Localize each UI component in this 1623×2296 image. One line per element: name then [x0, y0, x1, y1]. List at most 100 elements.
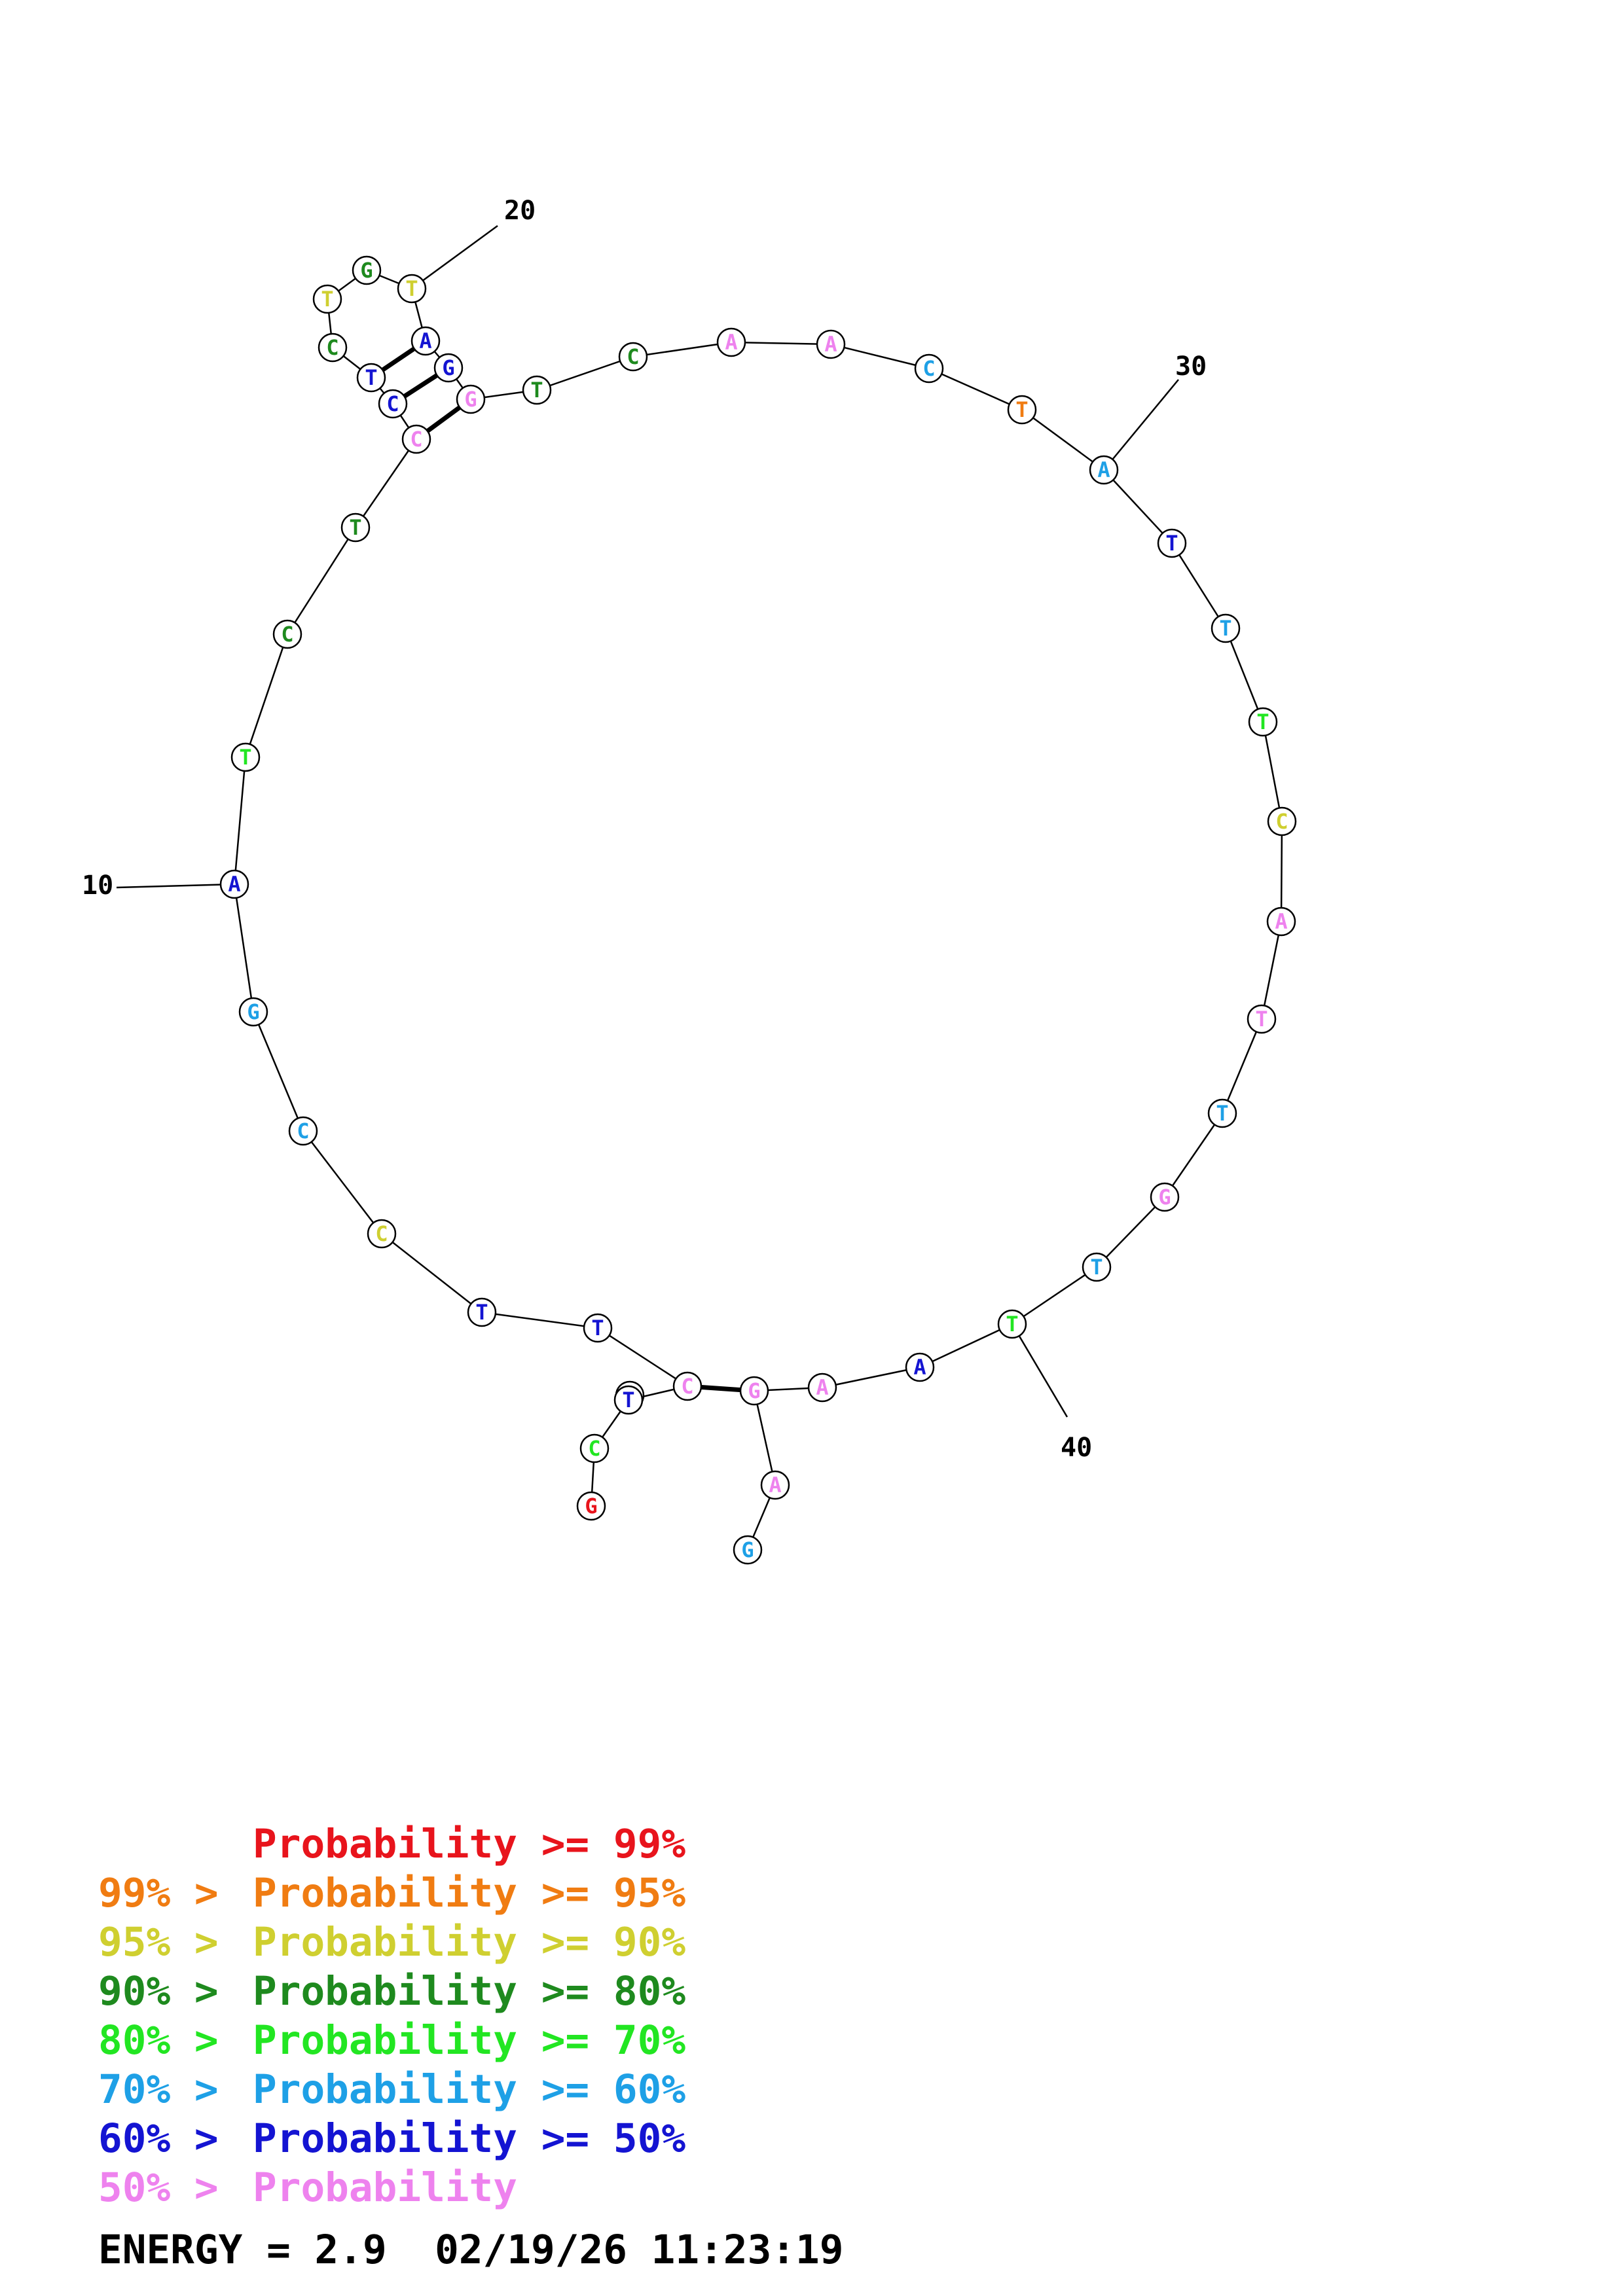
backbone-segment — [1096, 1196, 1165, 1268]
base-node: T — [1248, 707, 1278, 737]
base-circle — [230, 742, 261, 772]
base-node: C — [367, 1219, 397, 1249]
base-letter: A — [1097, 457, 1110, 482]
base-node: C — [318, 332, 348, 363]
base-letter: C — [326, 335, 338, 360]
base-circle — [716, 327, 746, 357]
base-node: A — [807, 1372, 837, 1403]
base-node: C — [1267, 806, 1297, 836]
base-circle — [760, 1470, 790, 1500]
base-node: C — [378, 389, 408, 419]
base-node: T — [340, 512, 371, 543]
backbone-segment — [381, 1233, 483, 1313]
legend-prefix: 90% > — [98, 1968, 243, 2015]
base-letter: T — [349, 515, 361, 540]
base-circle — [1007, 395, 1037, 425]
backbone-lines — [233, 269, 1283, 1551]
base-node: T — [522, 375, 552, 405]
base-letter: T — [1015, 397, 1028, 422]
base-circle — [1089, 455, 1119, 485]
base-node: C — [672, 1371, 702, 1401]
legend-label: Probability >= 60% — [253, 2066, 686, 2113]
base-letter: C — [281, 622, 293, 647]
legend-prefix: 50% > — [98, 2164, 243, 2211]
base-circle — [1157, 528, 1187, 558]
base-letter: C — [1275, 809, 1288, 834]
backbone-segment — [481, 1311, 598, 1329]
base-circle — [356, 363, 386, 393]
base-circle — [576, 1491, 606, 1521]
position-label-30: 30 — [1175, 351, 1207, 382]
base-circle — [1267, 806, 1297, 836]
backbone-segment — [1021, 408, 1104, 471]
base-node: A — [905, 1352, 935, 1382]
base-letter: A — [824, 332, 837, 357]
base-letter: A — [725, 330, 737, 355]
position-ticks: 10 20 30 40 — [82, 196, 1207, 1463]
backbone-segment — [822, 1366, 921, 1389]
base-node: C — [288, 1116, 318, 1146]
base-node: C — [401, 424, 431, 454]
base-node: T — [397, 274, 427, 304]
base-node: G — [238, 997, 268, 1027]
base-circle — [288, 1116, 318, 1146]
legend-prefix: 95% > — [98, 1919, 243, 1965]
base-circle — [352, 255, 382, 285]
base-node: T — [467, 1297, 497, 1327]
base-circle — [340, 512, 371, 543]
backbone-segment — [632, 341, 732, 358]
base-node: T — [1247, 1004, 1277, 1034]
base-circle — [1248, 707, 1278, 737]
energy-line: ENERGY = 2.9 02/19/26 11:23:19 — [98, 2225, 843, 2274]
base-circle — [397, 274, 427, 304]
backbone-segment — [597, 1327, 688, 1388]
base-node: C — [618, 342, 648, 372]
position-tick-line — [1011, 1323, 1068, 1418]
backbone-segment — [233, 884, 255, 1013]
backbone-segment — [233, 757, 247, 885]
base-letter: G — [360, 258, 373, 283]
base-letter: A — [769, 1473, 781, 1498]
backbone-segment — [1012, 1266, 1097, 1325]
base-node: A — [410, 326, 441, 356]
base-node: T — [356, 363, 386, 393]
legend-prefix: 99% > — [98, 1870, 243, 1916]
backbone-segment — [928, 367, 1023, 411]
base-node: C — [914, 353, 944, 384]
energy-timestamp: 02/19/26 11:23:19 — [435, 2227, 844, 2273]
legend-label: Probability — [253, 2164, 517, 2211]
base-letter: G — [1158, 1185, 1171, 1210]
legend-label: Probability >= 70% — [253, 2017, 686, 2064]
base-node: G — [576, 1491, 606, 1521]
base-node: A — [1266, 906, 1296, 937]
base-circle — [410, 326, 441, 356]
backbone-segment — [252, 1011, 304, 1132]
base-letter: C — [297, 1119, 309, 1143]
base-circle — [672, 1371, 702, 1401]
base-circle — [1266, 906, 1296, 937]
base-circle — [816, 329, 846, 359]
base-letter: T — [1255, 1007, 1267, 1031]
base-letter: G — [464, 387, 477, 412]
base-circle — [272, 619, 302, 649]
base-circle — [378, 389, 408, 419]
base-circle — [467, 1297, 497, 1327]
base-circle — [579, 1433, 610, 1463]
base-circle — [456, 384, 486, 414]
backbone-segment — [536, 355, 634, 391]
legend-prefix: 70% > — [98, 2066, 243, 2113]
base-node: T — [1157, 528, 1187, 558]
backbone-segment — [830, 343, 930, 370]
base-circle — [583, 1313, 613, 1343]
legend-label: Probability >= 80% — [253, 1968, 686, 2015]
base-letter: T — [365, 365, 377, 390]
base-letter: G — [585, 1494, 597, 1518]
backbone-segment — [354, 439, 418, 528]
base-circle — [1247, 1004, 1277, 1034]
legend-prefix: 60% > — [98, 2115, 243, 2162]
backbone-segment — [753, 1390, 776, 1486]
base-letter: C — [922, 356, 935, 381]
base-circle — [238, 997, 268, 1027]
base-letter: T — [1165, 531, 1178, 556]
